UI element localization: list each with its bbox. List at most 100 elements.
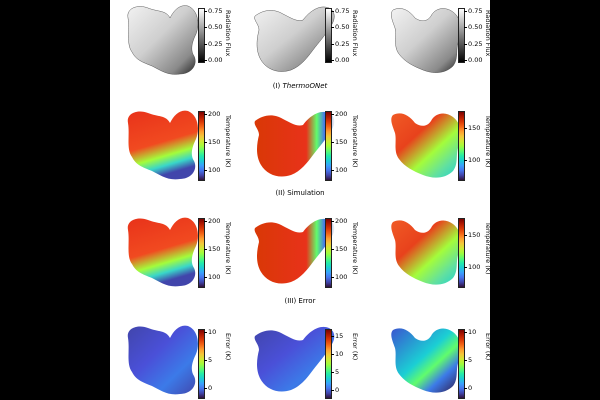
thermoonet-shape-1: [127, 110, 198, 180]
colorbar-tick-label: 150: [463, 124, 481, 132]
thermoonet-panel-3: 150 100 Temperature (K): [365, 105, 490, 185]
colorbar-tick-label: 0: [330, 386, 340, 395]
flux-shape-1: [127, 5, 199, 75]
colorbar-tick-label: 0: [463, 384, 473, 392]
colorbar-label: Radiation Flux: [484, 10, 490, 57]
colorbar-label: Temperature (K): [224, 222, 232, 275]
colorbar-tick-label: 0.75: [203, 6, 223, 15]
nucleus-surface: [391, 113, 461, 178]
colorbar-tick-label: 100: [330, 273, 348, 281]
error-colorbar-1: [198, 329, 205, 399]
colorbar-label: Temperature (K): [484, 115, 490, 168]
colorbar-tick-label: 0.75: [463, 6, 483, 15]
simulation-shape-3: [391, 220, 461, 285]
colorbar-tick-label: 200: [203, 217, 221, 225]
colorbar-tick-label: 5: [463, 356, 473, 364]
colorbar-tick-label: 10: [330, 349, 344, 358]
colorbar-label: Error (K): [484, 333, 490, 361]
simulation-panel-3: 150 100 Temperature (K): [365, 212, 490, 292]
colorbar-label: Temperature (K): [351, 222, 359, 275]
colorbar-tick-label: 0: [203, 384, 213, 392]
colorbar-tick-label: 10: [203, 328, 217, 336]
colorbar-tick-label: 200: [330, 217, 348, 225]
nucleus-surface: [127, 325, 198, 395]
colorbar-tick-label: 0.00: [203, 56, 223, 65]
colorbar-tick-label: 150: [330, 245, 348, 253]
colorbar-tick-label: 150: [203, 138, 221, 146]
error-panel-3: 10 5 0 Error (K): [365, 320, 490, 400]
colorbar-tick-label: 100: [203, 166, 221, 174]
colorbar-label: Radiation Flux: [224, 10, 232, 57]
flux-panel-1: 0.75 0.50 0.25 0.00 Radiation Flux: [110, 0, 232, 75]
colorbar-label: Error (K): [351, 333, 359, 361]
error-colorbar-3: [458, 329, 465, 399]
colorbar-tick-label: 0.00: [330, 56, 350, 65]
nucleus-surface: [254, 111, 335, 177]
figure: 0.75 0.50 0.25 0.00 Radiation Flux 0.75 0.50 0…: [110, 0, 490, 400]
simulation-colorbar-2: [325, 218, 332, 288]
colorbar-tick-label: 0.50: [203, 23, 223, 32]
error-panel-1: 10 5 0 Error (K): [110, 320, 232, 400]
nucleus-surface: [391, 220, 461, 285]
nucleus-surface: [127, 217, 198, 287]
colorbar-tick-label: 150: [463, 231, 481, 239]
row-title-error: (III) Error: [284, 297, 316, 305]
colorbar-tick-label: 10: [463, 328, 477, 336]
colorbar-tick-label: 0.25: [203, 39, 223, 48]
nucleus-surface: [391, 328, 461, 393]
nucleus-surface: [254, 326, 335, 392]
error-shape-1: [127, 325, 198, 395]
colorbar-tick-label: 5: [203, 356, 213, 364]
flux-colorbar-1: [198, 8, 205, 63]
colorbar-label: Temperature (K): [351, 115, 359, 168]
row-title-simulation: (II) Simulation: [275, 189, 325, 197]
colorbar-tick-label: 0.25: [330, 39, 350, 48]
colorbar-tick-label: 0.50: [330, 23, 350, 32]
colorbar-label: Error (K): [224, 333, 232, 361]
thermoonet-colorbar-2: [325, 111, 332, 181]
simulation-colorbar-1: [198, 218, 205, 288]
row-title-thermoonet: (I) ThermoONet: [272, 82, 328, 90]
flux-colorbar-3: [458, 8, 465, 63]
simulation-colorbar-3: [458, 218, 465, 288]
colorbar-tick-label: 100: [463, 262, 481, 271]
nucleus-surface: [391, 8, 462, 73]
simulation-shape-2: [254, 218, 335, 284]
colorbar-tick-label: 100: [203, 273, 221, 281]
colorbar-label: Radiation Flux: [351, 10, 359, 57]
flux-panel-3: 0.75 0.50 0.25 0.00 Radiation Flux: [365, 0, 490, 73]
thermoonet-shape-3: [391, 113, 461, 178]
colorbar-tick-label: 0.00: [463, 56, 483, 65]
colorbar-tick-label: 150: [330, 138, 348, 146]
flux-shape-3: [391, 8, 462, 73]
nucleus-surface: [254, 218, 335, 284]
thermoonet-colorbar-3: [458, 111, 465, 181]
nucleus-surface: [127, 5, 199, 75]
flux-colorbar-2: [325, 8, 332, 63]
colorbar-tick-label: 100: [330, 166, 348, 174]
colorbar-tick-label: 0.25: [463, 39, 483, 48]
colorbar-tick-label: 5: [330, 367, 340, 376]
colorbar-tick-label: 0.50: [463, 23, 483, 32]
flux-shape-2: [254, 6, 335, 72]
error-panel-2: 15 10 5 0 Error (K): [235, 320, 360, 400]
colorbar-label: Temperature (K): [484, 222, 490, 275]
nucleus-surface: [254, 6, 335, 72]
thermoonet-colorbar-1: [198, 111, 205, 181]
thermoonet-panel-2: 200 150 100 Temperature (K): [235, 105, 360, 185]
thermoonet-panel-1: 200 150 100 Temperature (K): [110, 105, 232, 185]
simulation-panel-2: 200 150 100 Temperature (K): [235, 212, 360, 292]
colorbar-tick-label: 150: [203, 245, 221, 253]
colorbar-tick-label: 100: [463, 155, 481, 164]
colorbar-tick-label: 0.75: [330, 6, 350, 15]
nucleus-surface: [127, 110, 198, 180]
flux-panel-2: 0.75 0.50 0.25 0.00 Radiation Flux: [235, 0, 360, 72]
error-colorbar-2: [325, 329, 332, 399]
simulation-shape-1: [127, 217, 198, 287]
error-shape-3: [391, 328, 461, 393]
thermoonet-shape-2: [254, 111, 335, 177]
colorbar-tick-label: 200: [203, 110, 221, 118]
colorbar-tick-label: 15: [330, 331, 344, 340]
colorbar-tick-label: 200: [330, 110, 348, 118]
simulation-panel-1: 200 150 100 Temperature (K): [110, 212, 232, 292]
